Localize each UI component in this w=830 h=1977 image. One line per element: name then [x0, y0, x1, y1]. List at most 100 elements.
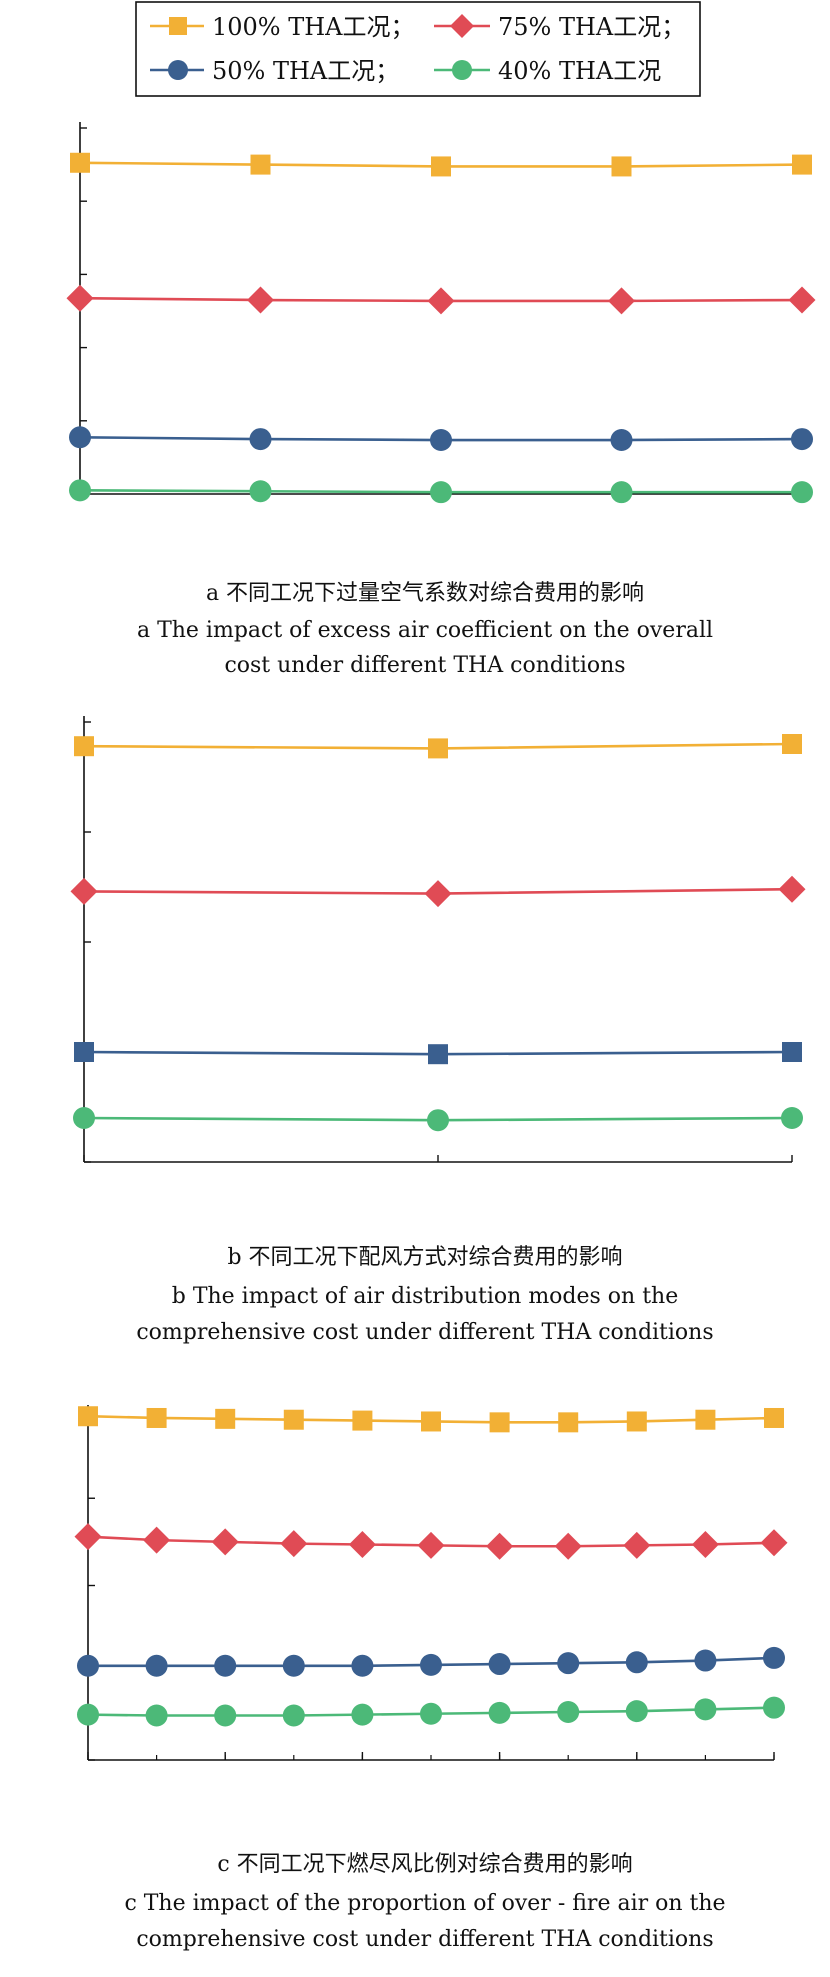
a-series-1 [66, 284, 816, 315]
c-series-3-point [694, 1698, 717, 1721]
caption-b-en-1: b The impact of air distribution modes o… [172, 1284, 679, 1309]
a-series-0-point [611, 156, 632, 177]
b-series-2 [74, 1042, 802, 1065]
c-series-1-point [417, 1531, 445, 1559]
a-series-3-point [69, 479, 91, 502]
legend-entry-40: 40% THA工况 [434, 57, 661, 85]
legend-entry-50: 50% THA工况； [150, 57, 399, 85]
c-series-3-point [145, 1704, 168, 1727]
legend-label-50: 50% THA工况； [212, 57, 399, 85]
c-series-1-point [691, 1530, 719, 1558]
caption-c-cn: c 不同工况下燃尽风比例对综合费用的影响 [217, 1852, 632, 1877]
b-series-0-point [782, 734, 802, 754]
b-series-3-point [73, 1107, 95, 1129]
c-series-2-point [420, 1653, 442, 1676]
c-series-0-point [626, 1411, 647, 1432]
c-series-2-point [557, 1652, 580, 1675]
c-series-1-point [348, 1530, 376, 1558]
c-series-1-point [280, 1530, 308, 1558]
legend-marker-100 [169, 17, 187, 35]
c-series-0-point [352, 1410, 373, 1431]
a-series-3-point [430, 481, 452, 504]
a-series-0-point [792, 154, 812, 175]
c-series-1-point [554, 1532, 582, 1560]
c-series-2 [77, 1646, 785, 1677]
caption-c-en-2: comprehensive cost under different THA c… [136, 1927, 713, 1952]
a-series-1-point [427, 287, 455, 315]
b-series-3-point [427, 1109, 449, 1132]
c-series-0-point [78, 1406, 98, 1427]
a-series-0-point [250, 154, 271, 175]
b-series-2-point [782, 1042, 802, 1062]
c-series-3-point [557, 1701, 580, 1724]
c-series-2-point [625, 1651, 648, 1674]
b-series-2-point [74, 1042, 94, 1062]
c-series-2-point [214, 1654, 237, 1677]
c-series-2-point [77, 1654, 99, 1677]
caption-a-cn: a 不同工况下过量空气系数对综合费用的影响 [206, 581, 644, 606]
a-series-3-point [791, 481, 813, 504]
c-series-3 [77, 1696, 785, 1727]
c-series-0-point [558, 1412, 579, 1433]
b-series-1-point [70, 877, 98, 905]
a-series-1-point [608, 287, 635, 315]
b-series-3 [73, 1107, 803, 1132]
a-series-3-point [610, 481, 633, 504]
a-series-3-point [249, 480, 272, 503]
c-series-3-point [77, 1703, 99, 1726]
b-series-0-point [428, 738, 448, 759]
a-series-0-point [431, 156, 451, 177]
c-series-1-point [623, 1531, 651, 1559]
legend-label-40: 40% THA工况 [498, 57, 661, 85]
legend-entry-75: 75% THA工况； [434, 13, 685, 41]
a-series-3 [69, 479, 813, 504]
c-series-2-point [488, 1653, 511, 1676]
legend-label-100: 100% THA工况； [212, 13, 415, 41]
caption-c-en-1: c The impact of the proportion of over -… [124, 1891, 725, 1916]
c-series-0-point [283, 1409, 304, 1430]
legend-marker-40 [452, 60, 472, 80]
c-series-0-point [489, 1412, 510, 1433]
a-series-1-point [66, 284, 94, 312]
b-series-1-point [778, 875, 806, 903]
a-series-2 [69, 426, 813, 452]
c-series-1-point [760, 1529, 788, 1557]
c-series-0-point [695, 1409, 716, 1430]
caption-b-cn: b 不同工况下配风方式对综合费用的影响 [227, 1245, 622, 1270]
a-series-2-point [69, 426, 91, 449]
caption-a-en-2: cost under different THA conditions [224, 653, 625, 678]
c-series-3-point [625, 1700, 648, 1723]
b-series-1-point [424, 880, 452, 908]
c-series-0-point [421, 1411, 441, 1432]
c-series-3-point [763, 1696, 785, 1719]
b-series-3-point [781, 1107, 803, 1129]
c-series-1-point [486, 1532, 514, 1560]
c-series-0-point [764, 1407, 784, 1428]
legend-entry-100: 100% THA工况； [150, 13, 415, 41]
legend-label-75: 75% THA工况； [498, 13, 685, 41]
legend-marker-75 [450, 14, 474, 38]
a-series-0-point [70, 152, 90, 173]
c-series-0-point [146, 1407, 167, 1428]
b-series-0-point [74, 736, 94, 757]
b-series-1 [70, 875, 806, 908]
c-series-3-point [282, 1704, 305, 1727]
legend-marker-50 [168, 60, 188, 80]
a-series-0 [70, 152, 812, 177]
legend: 100% THA工况； 75% THA工况； 50% THA工况； 40% TH… [135, 1, 701, 97]
c-series-0-point [215, 1408, 236, 1429]
c-series-2-point [282, 1654, 305, 1677]
c-series-3-point [488, 1701, 511, 1724]
chart-b [70, 716, 806, 1163]
c-series-2-point [763, 1646, 785, 1669]
caption-a-en-1: a The impact of excess air coefficient o… [137, 618, 713, 643]
a-series-1-point [247, 286, 274, 314]
c-series-1-point [211, 1528, 239, 1556]
a-series-2-point [430, 429, 452, 452]
b-series-0 [74, 734, 802, 759]
c-series-0 [78, 1406, 784, 1433]
chart-a [66, 122, 816, 504]
c-series-3-point [420, 1702, 442, 1725]
legend-frame [135, 1, 701, 97]
